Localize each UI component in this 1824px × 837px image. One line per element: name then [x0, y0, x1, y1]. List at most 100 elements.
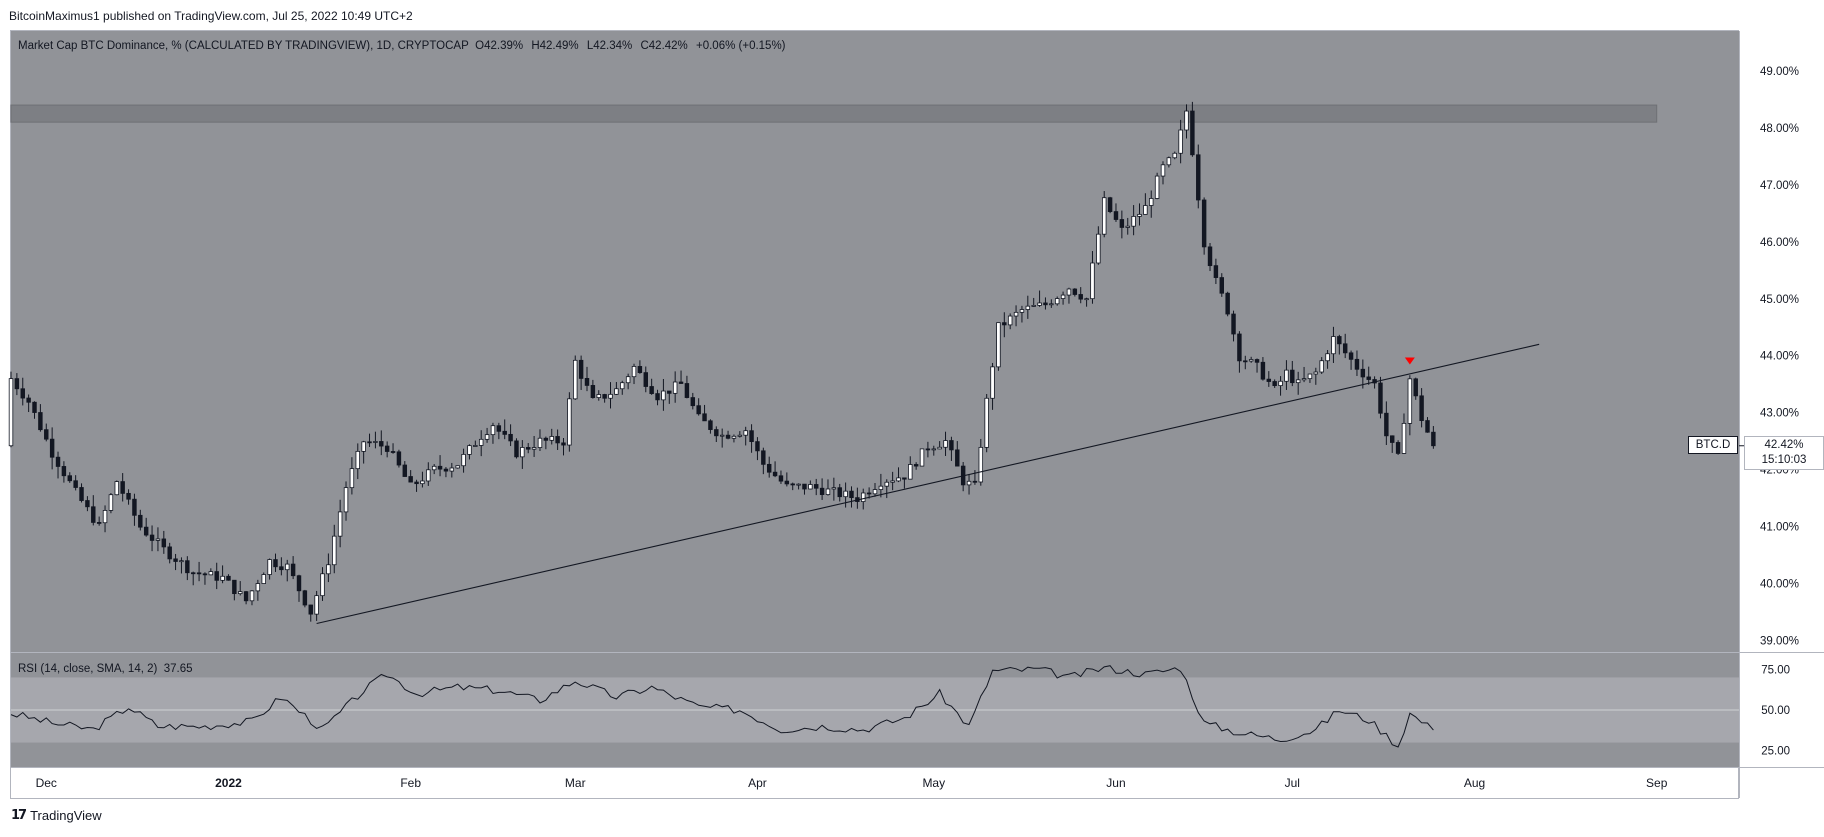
- candle-up: [990, 366, 995, 399]
- price-tick-label: 45.00%: [1760, 294, 1799, 306]
- candle-up: [872, 489, 878, 495]
- time-tick-label: Aug: [1464, 776, 1485, 790]
- candle-down: [584, 378, 590, 386]
- candle-down: [1360, 368, 1366, 378]
- candle-down: [1043, 302, 1048, 306]
- candle-up: [937, 446, 942, 450]
- price-tick-label: 43.00%: [1760, 408, 1799, 420]
- candle-down: [1384, 412, 1389, 437]
- candle-up: [267, 559, 272, 575]
- candle-up: [896, 477, 901, 482]
- candle-up: [1013, 311, 1019, 317]
- candle-up: [473, 445, 478, 447]
- candle-down: [1395, 442, 1401, 454]
- candle-down: [384, 445, 390, 452]
- low-label: L: [586, 40, 594, 52]
- candle-up: [108, 494, 114, 511]
- main-series-legend: Market Cap BTC Dominance, % (CALCULATED …: [18, 40, 786, 52]
- candle-down: [902, 477, 907, 480]
- candle-down: [1107, 197, 1113, 212]
- price-tick-label: 47.00%: [1760, 180, 1799, 192]
- time-tick-label: Dec: [36, 776, 57, 790]
- high-label: H: [531, 40, 540, 52]
- last-price-label: 42.42% 15:10:03: [1744, 436, 1824, 470]
- candle-up: [672, 381, 678, 394]
- candle-up: [461, 453, 466, 467]
- price-tick-label: 39.00%: [1760, 636, 1799, 648]
- candle-up: [1060, 294, 1066, 299]
- footer-branding[interactable]: 17 TradingView: [11, 808, 102, 823]
- candle-down: [561, 442, 566, 446]
- candle-down: [949, 440, 954, 451]
- candle-up: [825, 488, 831, 495]
- candle-up: [943, 440, 948, 448]
- candle-up: [1278, 380, 1283, 387]
- price-tick-label: 49.00%: [1760, 66, 1799, 78]
- candle-up: [1325, 353, 1330, 362]
- candle-up: [620, 382, 625, 390]
- candle-down: [1072, 288, 1078, 295]
- candle-down: [38, 412, 43, 431]
- candle-up: [549, 436, 554, 441]
- candle-up: [1025, 305, 1031, 310]
- candle-down: [1243, 360, 1248, 363]
- candle-down: [1207, 246, 1213, 267]
- bar-countdown: 15:10:03: [1761, 454, 1807, 466]
- symbol-tag: BTC.D: [1688, 436, 1738, 454]
- candle-up: [431, 465, 437, 471]
- candle-down: [866, 492, 872, 495]
- candle-down: [655, 393, 660, 401]
- time-tick-label: Feb: [400, 776, 421, 790]
- ascending-support-trendline: [316, 343, 1540, 625]
- candle-up: [573, 359, 578, 400]
- candle-up: [1248, 359, 1254, 362]
- candle-up: [731, 435, 737, 439]
- candle-down: [232, 579, 237, 595]
- candle-up: [1131, 216, 1136, 227]
- candle-up: [8, 378, 14, 447]
- price-tick-label: 41.00%: [1760, 522, 1799, 534]
- candle-up: [796, 483, 801, 486]
- candle-up: [1178, 129, 1183, 154]
- candle-down: [55, 456, 61, 467]
- candle-up: [831, 487, 837, 490]
- candle-down: [602, 394, 607, 399]
- candle-down: [132, 498, 137, 516]
- candle-up: [919, 448, 925, 467]
- candle-up: [361, 441, 366, 452]
- candle-down: [126, 492, 131, 500]
- candle-down: [690, 397, 696, 407]
- candle-up: [631, 366, 637, 378]
- candle-up: [1172, 152, 1177, 159]
- candle-down: [396, 451, 402, 466]
- candle-down: [725, 434, 731, 439]
- candle-down: [814, 484, 819, 489]
- candle-up: [890, 480, 895, 483]
- candle-down: [120, 481, 125, 494]
- candle-up: [349, 468, 355, 489]
- low-value: 42.34%: [593, 40, 633, 52]
- candle-up: [996, 322, 1001, 368]
- candle-down: [1419, 395, 1424, 421]
- time-tick-label: 2022: [215, 776, 242, 790]
- candle-up: [343, 487, 349, 513]
- candle-down: [925, 448, 931, 451]
- candle-down: [196, 572, 202, 575]
- candle-down: [243, 591, 249, 602]
- candle-down: [73, 480, 78, 488]
- candle-up: [1019, 309, 1025, 313]
- candle-down: [784, 480, 790, 485]
- candle-down: [714, 429, 719, 437]
- candle-down: [1342, 343, 1348, 354]
- candle-up: [567, 398, 572, 446]
- candle-up: [614, 388, 619, 395]
- candle-down: [819, 487, 825, 495]
- candle-down: [972, 480, 978, 483]
- candle-up: [155, 538, 161, 541]
- candle-down: [702, 413, 707, 422]
- candle-up: [1137, 213, 1142, 217]
- candle-up: [966, 480, 972, 486]
- candle-down: [761, 450, 766, 465]
- candle-up: [1049, 303, 1054, 306]
